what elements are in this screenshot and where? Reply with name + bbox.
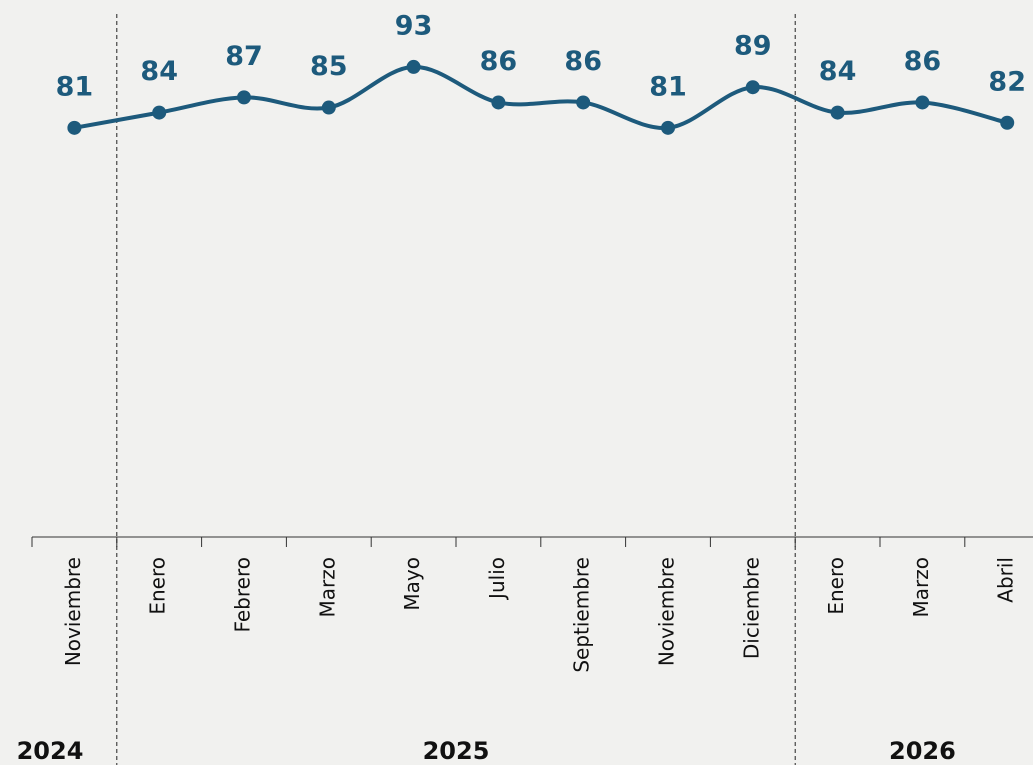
point xyxy=(1000,115,1015,130)
data-label: 84 xyxy=(140,56,178,87)
data-label: 81 xyxy=(56,71,94,102)
point xyxy=(915,95,930,110)
data-label: 82 xyxy=(988,66,1026,97)
data-label: 87 xyxy=(225,41,263,72)
data-label: 84 xyxy=(819,56,857,87)
data-label: 86 xyxy=(904,46,942,77)
data-label: 93 xyxy=(395,10,433,41)
x-tick-label: Mayo xyxy=(400,557,424,611)
x-tick-label: Diciembre xyxy=(739,557,763,659)
data-label: 85 xyxy=(310,51,348,82)
point xyxy=(661,120,675,135)
group-label: 2025 xyxy=(423,737,490,765)
point xyxy=(67,120,82,135)
x-tick-label: Marzo xyxy=(315,557,339,617)
x-tick-label: Febrero xyxy=(231,557,255,633)
x-tick-label: Noviembre xyxy=(655,557,679,666)
x-tick-label: Abril xyxy=(994,557,1018,603)
x-tick-label: Enero xyxy=(824,557,848,615)
data-label: 81 xyxy=(649,71,687,102)
point xyxy=(237,90,251,105)
x-tick-label: Septiembre xyxy=(570,557,594,673)
point xyxy=(745,80,760,95)
point xyxy=(152,105,167,120)
group-label: 2026 xyxy=(889,737,956,765)
group-label: 2024 xyxy=(17,737,84,765)
point xyxy=(830,105,845,120)
point xyxy=(491,95,506,110)
point xyxy=(321,100,336,115)
point xyxy=(576,95,591,110)
data-label: 86 xyxy=(564,46,602,77)
x-tick-label: Enero xyxy=(146,557,170,615)
x-tick-label: Marzo xyxy=(909,557,933,617)
data-label: 89 xyxy=(734,31,772,62)
point xyxy=(406,59,421,74)
data-label: 86 xyxy=(480,46,518,77)
x-tick-label: Julio xyxy=(485,557,509,601)
x-tick-label: Noviembre xyxy=(61,557,85,666)
